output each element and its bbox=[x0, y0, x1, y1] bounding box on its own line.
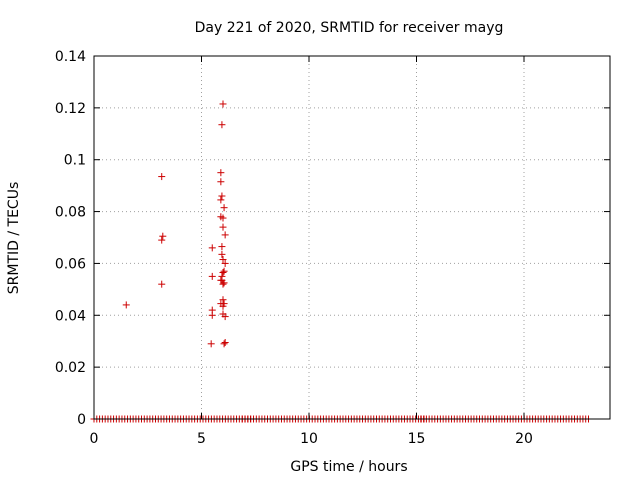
data-point bbox=[220, 340, 228, 348]
x-tick-label: 15 bbox=[408, 431, 426, 447]
data-point bbox=[219, 100, 227, 108]
data-point bbox=[217, 178, 225, 186]
data-point bbox=[218, 276, 226, 284]
data-point bbox=[219, 280, 227, 288]
x-tick-label: 20 bbox=[515, 431, 533, 447]
data-point bbox=[221, 339, 229, 347]
x-tick-label: 0 bbox=[90, 431, 99, 447]
data-point bbox=[208, 311, 216, 319]
data-point bbox=[221, 313, 229, 321]
y-tick-label: 0.06 bbox=[55, 256, 86, 272]
data-point bbox=[208, 272, 216, 280]
data-point bbox=[218, 192, 226, 200]
y-tick-label: 0.1 bbox=[64, 153, 86, 169]
data-point bbox=[159, 232, 167, 240]
data-point bbox=[221, 231, 229, 239]
data-point bbox=[220, 204, 228, 212]
data-point bbox=[218, 243, 226, 251]
data-points bbox=[90, 100, 592, 423]
plot-frame bbox=[93, 55, 611, 420]
data-point bbox=[219, 214, 227, 222]
data-point bbox=[217, 196, 225, 204]
y-tick-label: 0.02 bbox=[55, 360, 86, 376]
chart-title: Day 221 of 2020, SRMTID for receiver may… bbox=[195, 20, 504, 36]
data-point bbox=[217, 169, 225, 177]
data-point bbox=[158, 236, 166, 244]
y-axis-label: SRMTID / TECUs bbox=[6, 182, 22, 295]
data-point bbox=[122, 301, 130, 309]
grid-lines bbox=[94, 56, 610, 419]
y-tick-label: 0 bbox=[77, 412, 86, 428]
axis-ticks: 0 0.02 0.04 0.06 0.08 0.1 0.12 0.14 0 5 10 15 20 bbox=[55, 49, 610, 447]
y-tick-label: 0.14 bbox=[55, 49, 86, 65]
y-tick-label: 0.08 bbox=[55, 205, 86, 221]
data-point bbox=[219, 269, 227, 277]
data-point bbox=[219, 223, 227, 231]
data-point bbox=[219, 302, 227, 310]
data-point bbox=[221, 259, 229, 267]
x-axis-label: GPS time / hours bbox=[290, 459, 407, 475]
x-tick-label: 5 bbox=[197, 431, 206, 447]
data-point bbox=[158, 280, 166, 288]
data-point bbox=[218, 250, 226, 258]
y-tick-label: 0.04 bbox=[55, 308, 86, 324]
data-point bbox=[208, 244, 216, 252]
x-tick-label: 10 bbox=[300, 431, 318, 447]
data-point bbox=[220, 267, 228, 275]
data-point bbox=[218, 121, 226, 129]
data-point bbox=[219, 256, 227, 264]
data-point bbox=[219, 296, 227, 304]
y-tick-label: 0.12 bbox=[55, 101, 86, 117]
data-point bbox=[158, 173, 166, 181]
data-point bbox=[207, 340, 215, 348]
